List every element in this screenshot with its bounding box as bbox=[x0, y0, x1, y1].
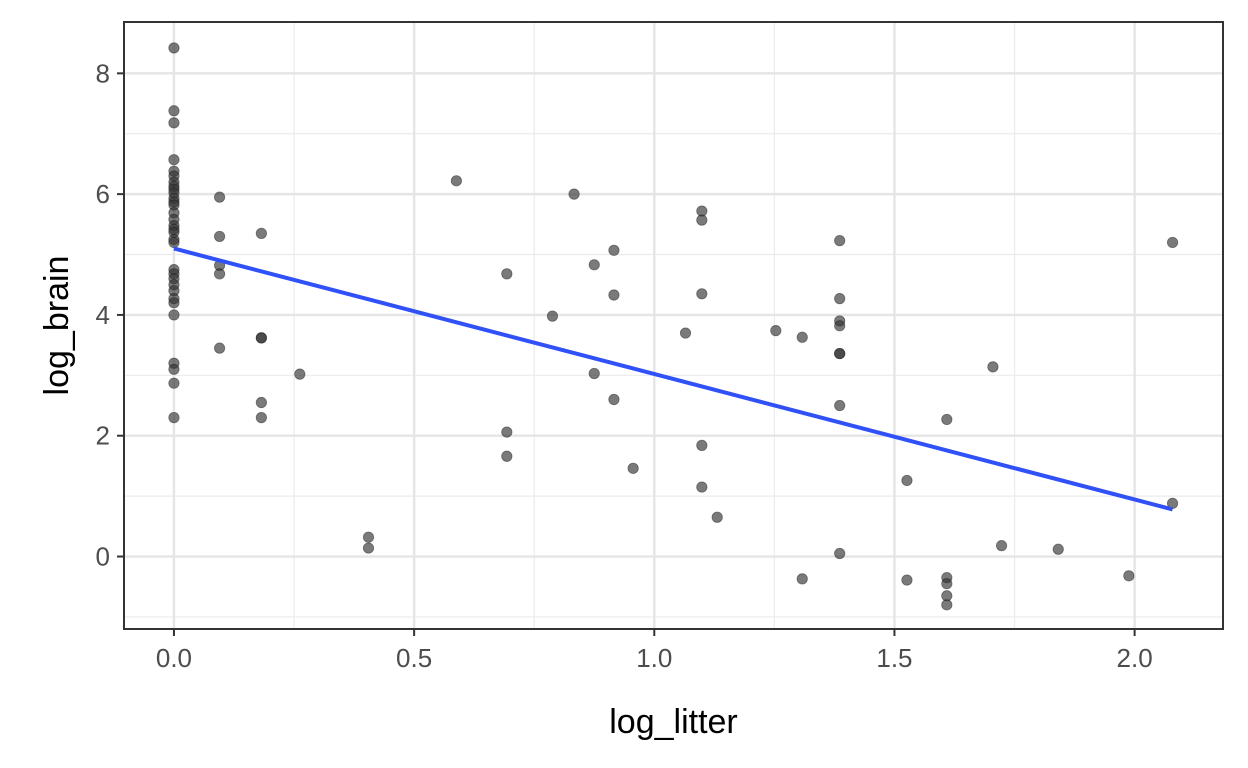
regression-line bbox=[173, 246, 1174, 512]
major-gridlines bbox=[124, 22, 1223, 629]
data-point bbox=[588, 259, 600, 271]
data-point bbox=[213, 268, 226, 280]
data-point bbox=[834, 320, 846, 332]
data-point bbox=[168, 412, 180, 424]
data-point bbox=[168, 377, 180, 389]
y-tick-label: 6 bbox=[96, 179, 110, 209]
data-point bbox=[941, 413, 953, 426]
data-point bbox=[711, 511, 723, 523]
data-point bbox=[255, 227, 267, 239]
data-point bbox=[796, 331, 808, 343]
data-point bbox=[213, 342, 226, 354]
data-point bbox=[168, 42, 180, 54]
x-tick-label: 1.0 bbox=[636, 643, 672, 673]
data-point bbox=[834, 547, 846, 560]
y-tick-label: 8 bbox=[96, 58, 110, 88]
data-point bbox=[696, 481, 708, 493]
data-point bbox=[608, 393, 620, 406]
data-point bbox=[168, 309, 180, 321]
data-point bbox=[362, 542, 375, 554]
data-point bbox=[501, 426, 513, 438]
y-tick-label: 0 bbox=[96, 542, 110, 572]
data-point bbox=[168, 363, 180, 375]
data-point bbox=[255, 396, 267, 409]
x-tick-label: 0.0 bbox=[156, 643, 192, 673]
y-axis-title: log_brain bbox=[38, 256, 76, 396]
data-point bbox=[987, 361, 999, 373]
data-point bbox=[168, 105, 180, 117]
data-point bbox=[796, 573, 808, 585]
y-axis-ticks: 0 2 4 6 8 bbox=[96, 58, 124, 572]
data-point bbox=[608, 244, 620, 256]
y-tick-label: 4 bbox=[96, 300, 110, 330]
data-point bbox=[450, 175, 462, 187]
data-point bbox=[168, 117, 180, 129]
data-point bbox=[588, 367, 600, 380]
data-point bbox=[501, 268, 513, 280]
data-point bbox=[696, 288, 708, 300]
data-point bbox=[627, 462, 639, 474]
data-point bbox=[255, 412, 267, 424]
data-point bbox=[294, 368, 306, 380]
data-point bbox=[255, 332, 267, 344]
data-point bbox=[1052, 543, 1064, 555]
data-point bbox=[362, 531, 375, 543]
data-point bbox=[696, 439, 708, 451]
data-point bbox=[941, 578, 953, 590]
data-point bbox=[941, 599, 953, 611]
x-tick-label: 1.5 bbox=[876, 643, 912, 673]
data-point bbox=[168, 154, 180, 166]
data-point bbox=[213, 230, 226, 243]
data-point bbox=[901, 474, 913, 487]
data-point bbox=[834, 399, 846, 412]
data-point bbox=[834, 235, 846, 247]
plot-panel-border bbox=[123, 21, 1224, 630]
data-point bbox=[546, 310, 559, 322]
data-point bbox=[834, 293, 846, 305]
x-axis-ticks: 0.0 0.5 1.0 1.5 2.0 bbox=[156, 629, 1153, 673]
data-point bbox=[995, 540, 1008, 552]
x-tick-label: 2.0 bbox=[1117, 643, 1153, 673]
data-point bbox=[213, 191, 226, 203]
y-tick-label: 2 bbox=[96, 421, 110, 451]
data-point bbox=[901, 574, 913, 586]
data-point bbox=[168, 236, 180, 249]
minor-gridlines bbox=[124, 22, 1223, 629]
x-axis-title: log_litter bbox=[609, 703, 738, 741]
data-point bbox=[608, 289, 620, 301]
x-tick-label: 0.5 bbox=[396, 643, 432, 673]
data-point bbox=[1166, 236, 1179, 249]
data-point bbox=[770, 325, 782, 337]
data-point bbox=[168, 297, 180, 309]
data-point bbox=[696, 214, 708, 226]
data-points bbox=[168, 42, 1179, 611]
data-point bbox=[501, 450, 513, 462]
data-point bbox=[679, 327, 692, 339]
data-point bbox=[568, 188, 580, 200]
data-point bbox=[834, 347, 846, 360]
data-point bbox=[1123, 570, 1135, 582]
